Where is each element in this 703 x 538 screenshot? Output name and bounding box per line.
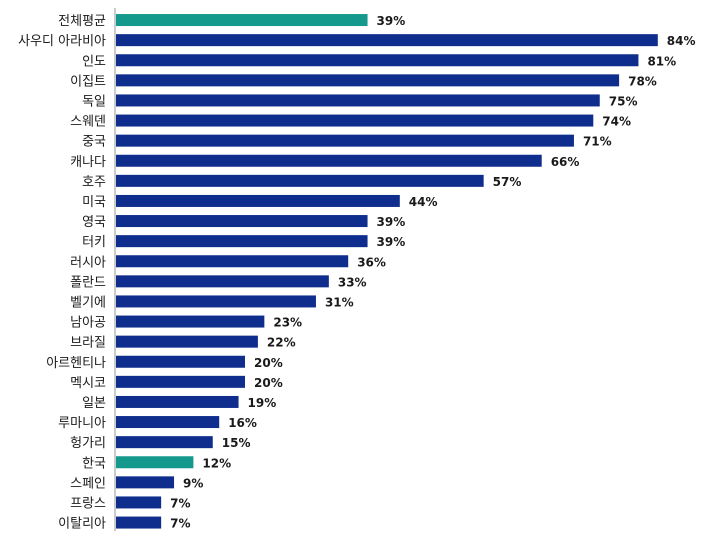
bar	[116, 94, 600, 107]
bar	[116, 134, 574, 147]
bar	[116, 114, 594, 127]
value-label: 31%	[325, 295, 354, 309]
value-label: 71%	[583, 135, 612, 149]
value-label: 39%	[377, 235, 406, 249]
category-label: 프랑스	[70, 496, 106, 511]
category-label: 벨기에	[70, 295, 106, 310]
bar	[116, 194, 400, 207]
value-label: 23%	[273, 316, 302, 330]
category-label: 루마니아	[58, 416, 106, 431]
value-label: 19%	[248, 396, 277, 410]
bar	[116, 335, 258, 348]
value-label: 78%	[628, 74, 657, 88]
category-label: 브라질	[70, 336, 106, 351]
bar	[116, 375, 245, 388]
category-label: 미국	[82, 195, 106, 210]
bar	[116, 295, 316, 308]
category-label: 터키	[82, 235, 106, 250]
category-label: 헝가리	[70, 436, 106, 451]
category-label: 남아공	[70, 316, 106, 331]
category-label: 인도	[82, 54, 106, 69]
value-label: 7%	[170, 517, 190, 531]
category-label: 러시아	[70, 255, 106, 270]
category-label: 독일	[82, 94, 106, 109]
value-label: 9%	[183, 476, 203, 490]
bar	[116, 54, 639, 67]
category-label: 캐나다	[70, 155, 106, 170]
value-label: 81%	[647, 54, 676, 68]
bar	[116, 14, 368, 27]
bars-group: 전체평균 39% 사우디 아라비아 84% 인도 81% 이집트 78% 독일 75% 스웨덴 74%…	[18, 14, 696, 532]
value-label: 22%	[267, 336, 296, 350]
category-label: 호주	[82, 175, 106, 190]
bar	[116, 436, 213, 449]
value-label: 20%	[254, 356, 283, 370]
category-label: 폴란드	[70, 275, 106, 290]
category-label: 이탈리아	[58, 517, 106, 532]
bar	[116, 476, 175, 489]
bar	[116, 315, 265, 328]
bar	[116, 516, 162, 529]
value-label: 36%	[357, 255, 386, 269]
value-label: 57%	[493, 175, 522, 189]
value-label: 44%	[409, 195, 438, 209]
bar	[116, 174, 484, 187]
bar	[116, 74, 620, 87]
bar	[116, 215, 368, 228]
bar	[116, 456, 194, 469]
value-label: 12%	[202, 456, 231, 470]
value-label: 75%	[609, 94, 638, 108]
bar	[116, 395, 239, 408]
category-label: 멕시코	[70, 376, 106, 391]
category-label: 스웨덴	[70, 115, 106, 130]
bar	[116, 255, 349, 268]
bar	[116, 154, 542, 167]
value-label: 20%	[254, 376, 283, 390]
category-label: 아르헨티나	[46, 356, 106, 371]
bar	[116, 34, 658, 47]
category-label: 중국	[82, 135, 106, 150]
bar	[116, 235, 368, 248]
bar	[116, 355, 245, 368]
value-label: 39%	[377, 215, 406, 229]
category-label: 이집트	[70, 74, 106, 89]
value-label: 74%	[602, 115, 631, 129]
bar	[116, 275, 329, 288]
value-label: 15%	[222, 436, 251, 450]
value-label: 16%	[228, 416, 257, 430]
value-label: 66%	[551, 155, 580, 169]
bar	[116, 416, 220, 429]
value-label: 33%	[338, 275, 367, 289]
category-label: 영국	[82, 215, 106, 230]
category-label: 한국	[82, 456, 106, 471]
value-label: 7%	[170, 496, 190, 510]
value-label: 84%	[667, 34, 696, 48]
category-label: 일본	[82, 396, 106, 411]
bar	[116, 496, 162, 509]
category-label: 전체평균	[58, 14, 106, 29]
category-label: 사우디 아라비아	[18, 34, 106, 49]
category-label: 스페인	[70, 476, 106, 491]
value-label: 39%	[377, 14, 406, 28]
